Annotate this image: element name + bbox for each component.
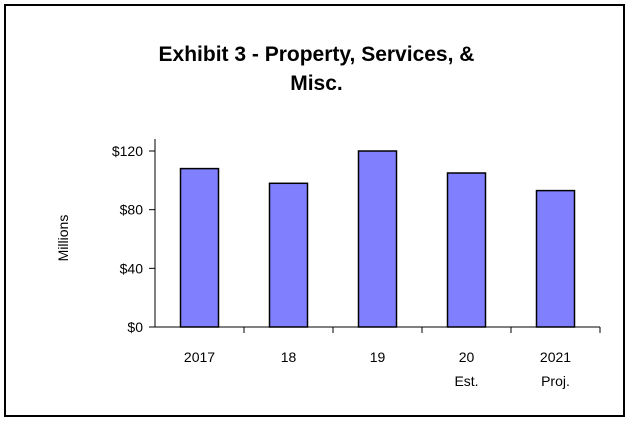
chart-title: Exhibit 3 - Property, Services, & Misc. <box>0 40 633 98</box>
y-tick-label-2: $40 <box>120 260 144 276</box>
bar-1 <box>179 167 220 328</box>
y-tick-label-4: $120 <box>112 143 143 159</box>
x-tick-label-3: 19 <box>370 349 386 365</box>
y-tick-label-3: $80 <box>120 202 144 218</box>
x-tick-label-2: 18 <box>281 349 297 365</box>
bar-3 <box>357 150 398 328</box>
y-axis-label: Millions <box>55 215 71 262</box>
y-tick-label-1: $0 <box>127 319 143 335</box>
plot-area: $0 $40 $80 $120 2017 18 19 20 Est. 2021 Proj. <box>112 139 601 389</box>
x-tick-sublabel-5: Proj. <box>541 373 570 389</box>
chart-title-line-2: Misc. <box>290 72 343 95</box>
x-tick-label-1: 2017 <box>184 349 215 365</box>
bar-5 <box>535 189 576 328</box>
chart-frame <box>4 4 625 417</box>
bar-2 <box>268 182 309 328</box>
bar-4 <box>446 172 487 328</box>
x-tick-label-5: 2021 <box>540 349 571 365</box>
x-tick-label-4: 20 <box>459 349 475 365</box>
x-tick-sublabel-4: Est. <box>454 373 478 389</box>
chart-title-line-1: Exhibit 3 - Property, Services, & <box>158 43 475 66</box>
